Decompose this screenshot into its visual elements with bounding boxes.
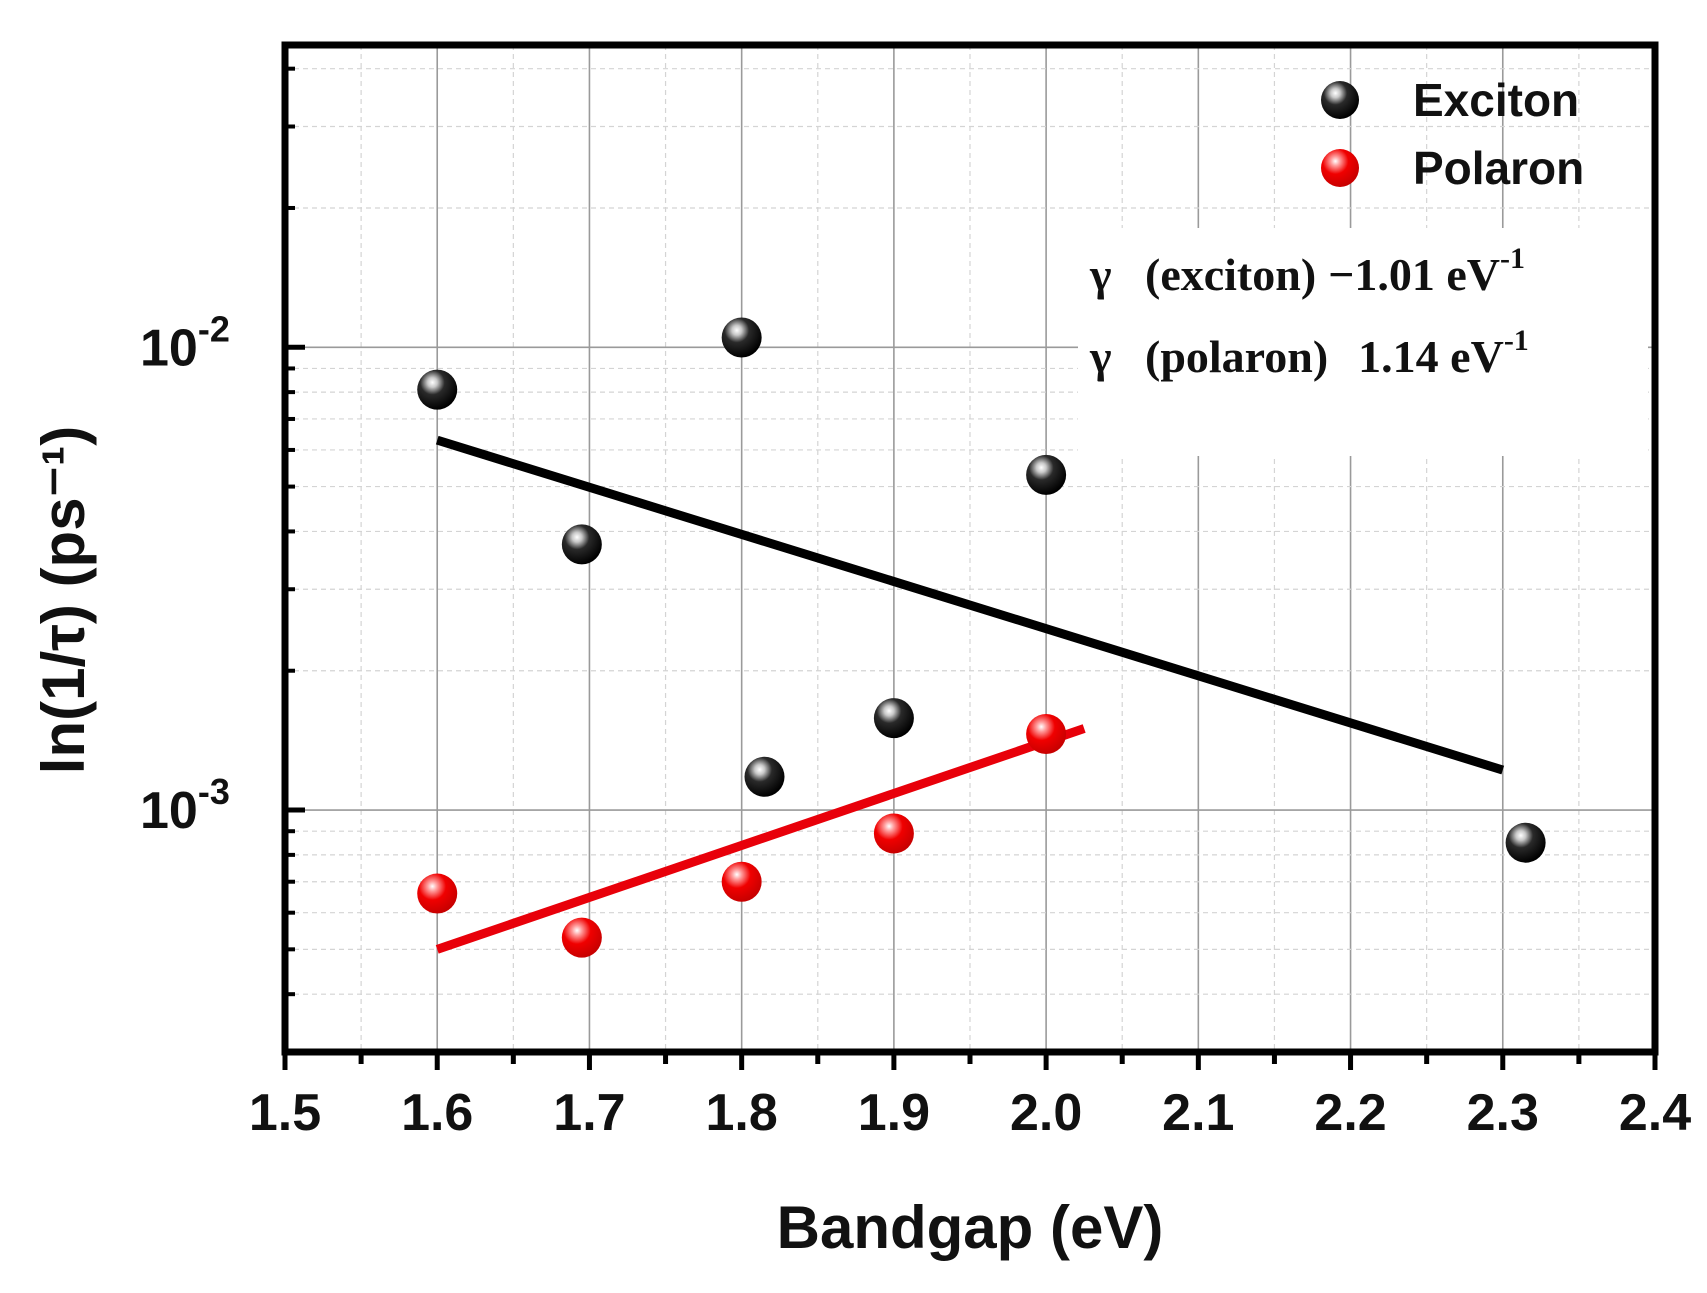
point-polaron	[417, 873, 458, 914]
fit-lines	[435, 435, 1505, 954]
annotation-line: γ (polaron) 1.14 eV-1	[1089, 324, 1529, 382]
y-tick-exponent: -3	[198, 771, 230, 812]
tick-labels: 1.5 1.6 1.7 1.8 1.9 2.0 2.1 2.2 2.3 2.410-210-3	[140, 308, 1691, 1142]
x-tick-label: 1.8	[706, 1084, 778, 1142]
legend-label-exciton: Exciton	[1413, 74, 1579, 126]
point-exciton	[1026, 454, 1067, 495]
y-tick-label: 10-2	[140, 308, 230, 377]
legend-label-polaron: Polaron	[1413, 142, 1584, 194]
point-exciton	[417, 369, 458, 410]
x-tick-label: 2.4	[1619, 1084, 1691, 1142]
y-tick-label: 10-3	[140, 771, 230, 840]
annotation-value: −1.01 eV	[1328, 249, 1500, 300]
x-tick-label: 1.9	[858, 1084, 930, 1142]
annotation-label: (polaron)	[1145, 331, 1328, 382]
legend-marker-exciton	[1321, 81, 1359, 119]
point-polaron	[1026, 713, 1067, 754]
annotation-label: (exciton)	[1145, 249, 1316, 300]
y-axis-title: ln(1/τ) (ps⁻¹)	[30, 426, 97, 774]
point-exciton	[561, 524, 602, 565]
legend-marker-polaron	[1321, 149, 1359, 187]
y-tick-exponent: -2	[198, 308, 230, 349]
point-exciton	[873, 698, 914, 739]
annotation-superscript: -1	[1504, 324, 1529, 357]
x-tick-label: 1.6	[401, 1084, 473, 1142]
data-points	[417, 317, 1546, 958]
point-exciton	[721, 317, 762, 358]
x-tick-label: 1.5	[249, 1084, 321, 1142]
annotation-background	[1078, 228, 1648, 456]
x-tick-label: 2.2	[1314, 1084, 1386, 1142]
annotation-superscript: -1	[1500, 242, 1525, 275]
fit-line-exciton	[435, 435, 1505, 775]
annotation-symbol: γ	[1089, 331, 1112, 382]
grid	[285, 45, 1655, 1053]
x-tick-label: 1.7	[553, 1084, 625, 1142]
point-polaron	[721, 861, 762, 902]
legend: Exciton Polaron	[1321, 74, 1584, 194]
annotation-value: 1.14 eV	[1358, 331, 1504, 382]
y-tick-base: 10	[140, 782, 198, 840]
point-exciton	[744, 756, 785, 797]
point-exciton	[1505, 822, 1546, 863]
annotation-line: γ (exciton) −1.01 eV-1	[1089, 242, 1525, 300]
x-tick-label: 2.1	[1162, 1084, 1234, 1142]
point-polaron	[873, 813, 914, 854]
x-tick-label: 2.0	[1010, 1084, 1082, 1142]
x-axis-title: Bandgap (eV)	[777, 1194, 1164, 1261]
annotation-symbol: γ	[1089, 249, 1112, 300]
annotation-box: γ (exciton) −1.01 eV-1γ (polaron) 1.14 eV-1	[1078, 228, 1648, 456]
axes	[281, 41, 1659, 1070]
fit-line-polaron	[435, 724, 1086, 954]
y-tick-base: 10	[140, 319, 198, 377]
point-polaron	[561, 917, 602, 958]
x-tick-label: 2.3	[1467, 1084, 1539, 1142]
